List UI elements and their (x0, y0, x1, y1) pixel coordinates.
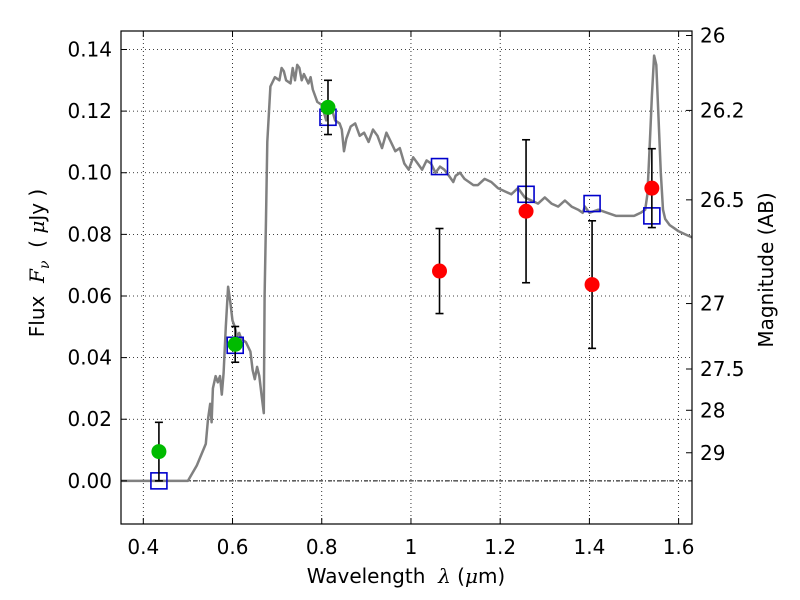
model-spectrum-line (121, 54, 693, 483)
y2-tick-label: 28 (700, 398, 725, 422)
y-tick-label: 0.12 (67, 99, 112, 123)
grid (121, 31, 692, 524)
green-data-point (320, 99, 336, 115)
x-tick-label: 1.4 (573, 535, 605, 559)
y-tick-label: 0.14 (67, 37, 112, 61)
x-tick-label: 1.2 (484, 535, 516, 559)
x-tick-label: 0.8 (306, 535, 338, 559)
y2-tick-label: 29 (700, 441, 725, 465)
y-tick-labels: 0.00 0.02 0.04 0.06 0.08 0.10 0.12 0.14 (67, 37, 112, 492)
model-square-marker (430, 157, 449, 176)
y-tick-label: 0.02 (67, 407, 112, 431)
y-tick-label: 0.10 (67, 161, 112, 185)
y-tick-label: 0.08 (67, 222, 112, 246)
ticks (121, 31, 692, 524)
red-data-point (518, 203, 534, 219)
model-square-marker (583, 194, 601, 213)
y-tick-label: 0.06 (67, 284, 112, 308)
x-tick-label: 0.4 (127, 535, 159, 559)
red-data-point (584, 277, 600, 293)
green-data-point (227, 336, 243, 352)
x-tick-label: 0.6 (217, 535, 249, 559)
green-data-point (151, 444, 167, 460)
y2-tick-label: 27 (700, 292, 725, 316)
x-tick-labels: 0.4 0.6 0.8 1 1.2 1.4 1.6 (127, 535, 694, 559)
plot-frame (120, 30, 693, 525)
red-data-point (432, 263, 448, 279)
y-tick-label: 0.00 (67, 469, 112, 493)
y-tick-label: 0.04 (67, 346, 112, 370)
y-axis-title: Flux Fν ( μJy ) (25, 189, 53, 337)
observed-points (151, 99, 660, 460)
y2-tick-labels: 26 26.2 26.5 27 27.5 28 29 (700, 23, 745, 464)
y2-tick-label: 27.5 (700, 357, 745, 381)
x-axis-title: Wavelength λ (μm) (307, 564, 506, 588)
y2-tick-label: 26 (700, 23, 725, 47)
error-bars (154, 79, 656, 482)
red-data-point (644, 180, 660, 196)
y2-tick-label: 26.2 (700, 98, 745, 122)
x-tick-label: 1 (405, 535, 418, 559)
x-tick-label: 1.6 (663, 535, 695, 559)
model-spectrum (121, 54, 693, 483)
y2-axis-title: Magnitude (AB) (754, 192, 778, 347)
y2-tick-label: 26.5 (700, 188, 745, 212)
